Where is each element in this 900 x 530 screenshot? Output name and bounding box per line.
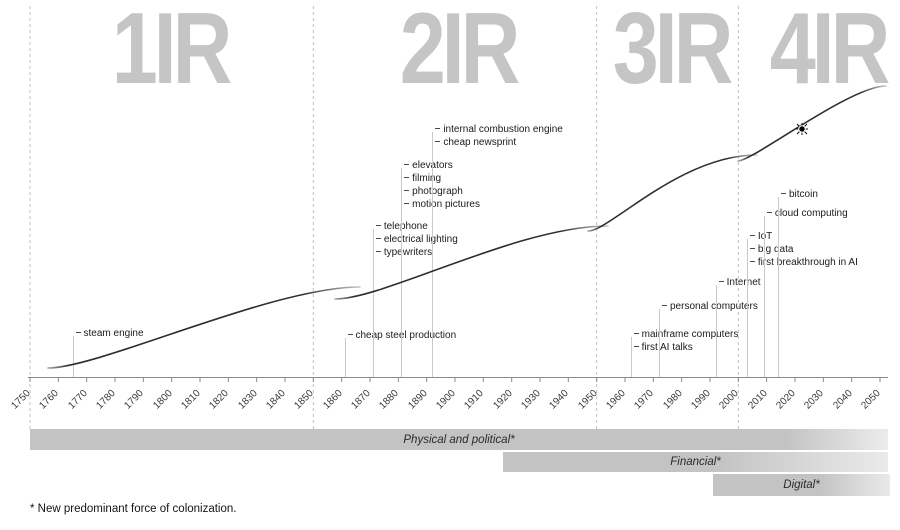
event-label: personal computers [662, 301, 758, 313]
event-label: Internet [719, 277, 761, 289]
event-line [344, 338, 346, 378]
event-label: typewriters [376, 247, 432, 259]
era-label-4ir: 4IR [769, 0, 891, 105]
current-position-marker [796, 123, 808, 135]
event-label: photograph [404, 186, 463, 198]
event-line [72, 336, 74, 378]
s-curve-2ir [334, 225, 609, 300]
event-label: electrical lighting [376, 234, 458, 246]
s-curve-1ir [47, 286, 361, 369]
event-label: IoT [750, 231, 772, 243]
financial-bar: Financial* [503, 452, 888, 472]
event-label: telephone [376, 221, 428, 233]
event-line [401, 168, 403, 378]
digital-bar: Digital* [713, 474, 890, 496]
event-label: filming [404, 173, 441, 185]
era-label-2ir: 2IR [399, 0, 521, 105]
physical-political-bar-label: Physical and political* [403, 433, 515, 446]
era-label-1ir: 1IR [111, 0, 233, 105]
event-label: bitcoin [781, 189, 818, 201]
event-label: cheap steel production [348, 330, 457, 342]
event-line [372, 229, 374, 378]
event-line [778, 197, 779, 378]
event-label: first breakthrough in AI [750, 257, 858, 269]
event-label: mainframe computers [634, 329, 739, 341]
event-line [432, 132, 434, 378]
event-line [746, 239, 748, 378]
era-label-3ir: 3IR [612, 0, 734, 105]
event-label: first AI talks [634, 342, 693, 354]
financial-bar-label: Financial* [670, 456, 721, 468]
event-label: cheap newsprint [435, 137, 516, 149]
event-label: steam engine [76, 328, 144, 340]
event-line [715, 285, 717, 378]
s-curve-4ir [737, 85, 887, 162]
event-label: cloud computing [767, 208, 848, 220]
event-line [659, 309, 660, 378]
physical-political-bar: Physical and political* [30, 429, 888, 450]
event-label: internal combustion engine [435, 124, 563, 136]
digital-bar-label: Digital* [783, 479, 820, 491]
footnote: * New predominant force of colonization. [30, 503, 237, 515]
event-label: big data [750, 244, 794, 256]
event-line [763, 216, 765, 378]
event-label: motion pictures [404, 199, 480, 211]
s-curve-3ir [587, 154, 758, 232]
event-line [630, 337, 632, 378]
